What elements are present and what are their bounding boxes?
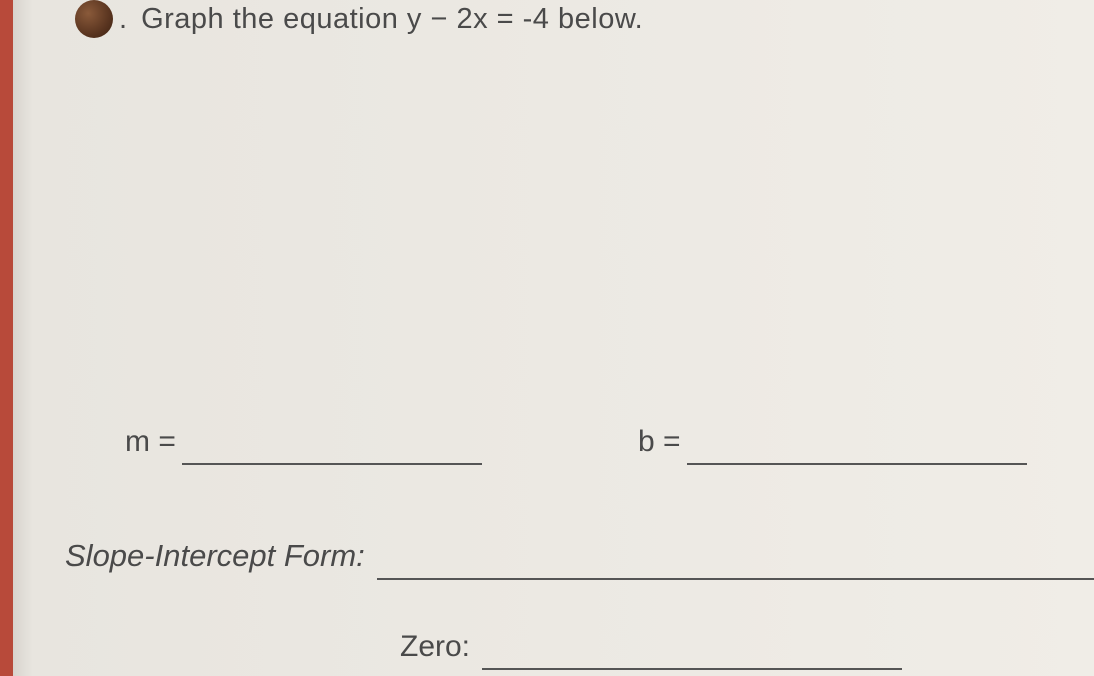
b-field-group: b = <box>638 425 1027 459</box>
question-bullet-icon <box>75 0 113 38</box>
m-field-group: m = <box>125 425 482 459</box>
b-blank-line[interactable] <box>687 435 1027 465</box>
slope-intercept-form-blank-line[interactable] <box>377 550 1094 580</box>
question-text: Graph the equation y − 2x = -4 below. <box>141 3 643 36</box>
zero-label: Zero: <box>400 630 470 664</box>
question-row: . Graph the equation y − 2x = -4 below. <box>75 0 643 38</box>
m-blank-line[interactable] <box>182 435 482 465</box>
slope-intercept-form-row: Slope-Intercept Form: <box>65 538 1094 574</box>
m-label: m = <box>125 425 176 459</box>
zero-row: Zero: <box>400 630 1094 664</box>
zero-blank-line[interactable] <box>482 640 902 670</box>
worksheet-page: . Graph the equation y − 2x = -4 below. … <box>20 0 1094 676</box>
question-number-period: . <box>119 3 127 36</box>
b-label: b = <box>638 425 681 459</box>
slope-intercept-form-label: Slope-Intercept Form: <box>65 538 365 574</box>
